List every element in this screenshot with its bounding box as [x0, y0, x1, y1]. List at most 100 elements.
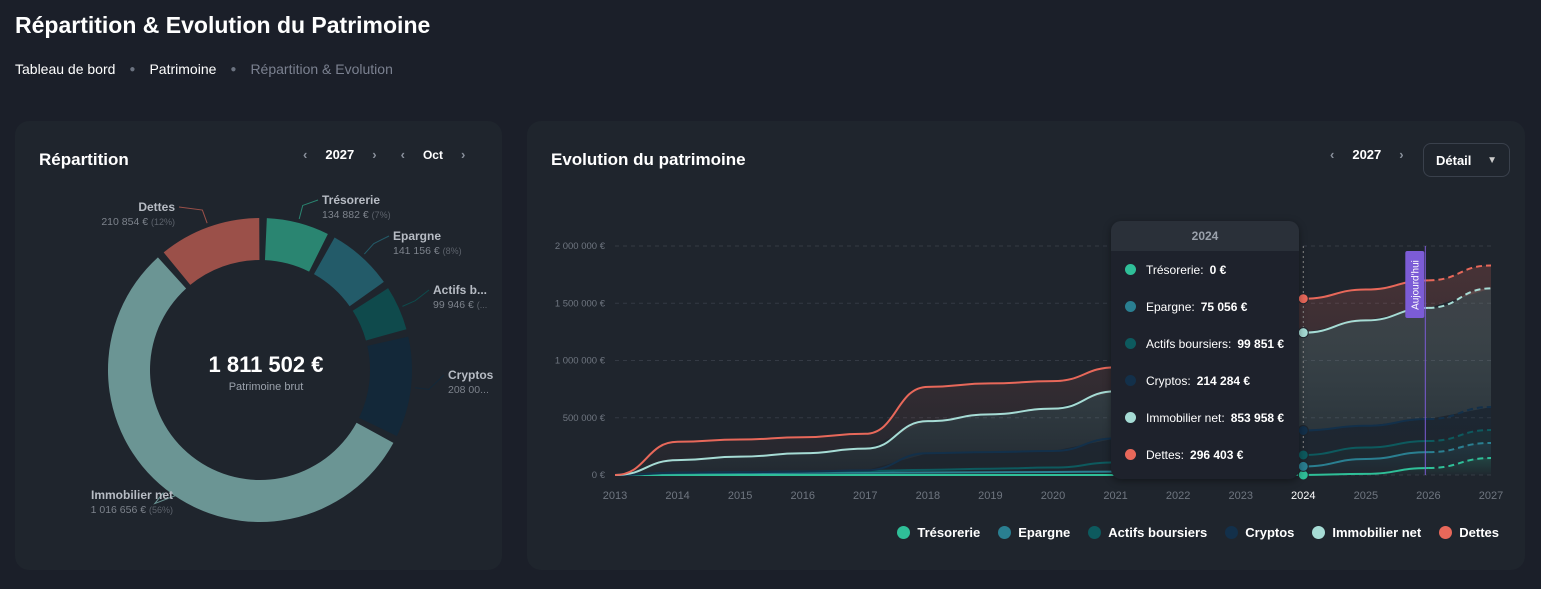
series-projection-2	[1428, 429, 1492, 442]
x-tick-label: 2020	[1041, 490, 1065, 502]
tooltip-value: 75 056 €	[1200, 299, 1248, 314]
y-tick-label: 0 €	[592, 470, 606, 481]
evolution-title: Evolution du patrimoine	[551, 150, 746, 169]
x-tick-label: 2018	[916, 490, 940, 502]
next-year-button[interactable]: ›	[372, 147, 377, 162]
donut-slice-0	[264, 218, 328, 272]
slice-value: 1 016 656 € (56%)	[91, 504, 173, 516]
legend-label: Actifs boursiers	[1108, 525, 1208, 540]
hover-point	[1297, 460, 1309, 472]
tooltip-label: Trésorerie:	[1146, 262, 1204, 277]
breadcrumb-patrimoine[interactable]: Patrimoine	[149, 61, 217, 77]
tooltip-value: 296 403 €	[1190, 447, 1244, 462]
page-title: Répartition & Evolution du Patrimoine	[15, 12, 431, 38]
view-select-value: Détail	[1436, 152, 1472, 168]
legend-label: Immobilier net	[1332, 525, 1422, 540]
total-label: Patrimoine brut	[229, 381, 304, 393]
slice-value: 208 00...	[448, 384, 489, 396]
donut-slice-4	[108, 257, 394, 522]
series-projection-5	[1428, 264, 1492, 282]
view-select[interactable]: Détail ▼	[1423, 143, 1510, 177]
chevron-down-icon: ▼	[1487, 154, 1497, 166]
prev-year-button[interactable]: ‹	[303, 147, 308, 162]
slice-connector	[363, 235, 390, 255]
tooltip-row: Trésorerie: 0 €	[1111, 251, 1299, 288]
tooltip-value: 853 958 €	[1230, 410, 1285, 425]
hover-point	[1297, 424, 1309, 436]
breadcrumb-dashboard[interactable]: Tableau de bord	[15, 61, 116, 77]
tooltip-value: 0 €	[1209, 262, 1227, 277]
series-projection-1	[1428, 441, 1492, 454]
legend-item[interactable]: Trésorerie	[897, 525, 980, 540]
legend-item[interactable]: Epargne	[998, 525, 1070, 540]
legend-item[interactable]: Dettes	[1439, 525, 1499, 540]
slice-connector	[298, 199, 319, 220]
donut-slice-5	[163, 218, 260, 285]
legend-dot	[998, 526, 1012, 539]
legend-label: Epargne	[1018, 525, 1071, 540]
series-dot	[1125, 412, 1136, 423]
year-value: 2027	[325, 147, 355, 162]
slice-label: Epargne	[393, 229, 441, 243]
legend-item[interactable]: Actifs boursiers	[1088, 525, 1207, 540]
x-tick-label: 2019	[978, 490, 1002, 502]
slice-connector	[153, 492, 178, 505]
donut-slice-3	[359, 336, 412, 437]
tooltip-label: Dettes:	[1146, 447, 1185, 462]
tooltip-label: Actifs boursiers:	[1146, 336, 1232, 351]
series-projection-0	[1428, 457, 1492, 470]
donut-chart: Trésorerie 134 882 € (7%)Epargne 141 156 €…	[91, 193, 494, 522]
x-tick-label: 2024	[1291, 490, 1315, 502]
slice-value: 99 946 € (...	[433, 299, 487, 311]
year-nav: ‹ 2027 ›	[1324, 147, 1410, 162]
x-tick-label: 2015	[728, 490, 752, 502]
y-tick-label: 2 000 000 €	[555, 241, 606, 252]
slice-connector	[178, 206, 208, 224]
tooltip-label: Epargne:	[1146, 299, 1195, 314]
series-area-3	[615, 406, 1491, 475]
series-dot	[1125, 449, 1136, 460]
x-tick-label: 2025	[1354, 490, 1378, 502]
slice-connector	[402, 289, 430, 307]
x-tick-label: 2014	[665, 490, 689, 502]
slice-label: Dettes	[138, 200, 175, 214]
slice-value: 141 156 € (8%)	[393, 245, 462, 257]
legend-dot	[1088, 526, 1102, 539]
legend-item[interactable]: Immobilier net	[1312, 525, 1421, 540]
series-area-0	[615, 458, 1491, 475]
series-dot	[1125, 375, 1136, 386]
tooltip-row: Dettes: 296 403 €	[1111, 436, 1299, 473]
tooltip-row: Cryptos: 214 284 €	[1111, 362, 1299, 399]
next-month-button[interactable]: ›	[460, 147, 466, 162]
next-year-button[interactable]: ›	[1399, 147, 1404, 162]
tooltip-value: 99 851 €	[1237, 336, 1285, 351]
chart-legend: Trésorerie Epargne Actifs boursiers Cryptos…	[897, 525, 1499, 540]
tooltip-title: 2024	[1111, 221, 1299, 251]
month-value: Oct	[422, 147, 443, 162]
donut-slice-2	[352, 288, 407, 341]
today-label: Aujourd'hui	[1410, 260, 1421, 310]
x-tick-label: 2021	[1103, 490, 1127, 502]
tooltip-label: Cryptos:	[1146, 373, 1191, 388]
donut-slice-1	[313, 237, 384, 307]
period-nav: ‹ 2027 › ‹ Oct ›	[297, 147, 471, 162]
today-badge	[1405, 251, 1425, 318]
legend-dot	[1312, 526, 1326, 539]
slice-label: Immobilier net	[91, 488, 173, 502]
hover-point	[1297, 293, 1309, 305]
slice-value: 134 882 € (7%)	[322, 209, 391, 221]
slice-value: 210 854 € (12%)	[101, 216, 175, 228]
prev-year-button[interactable]: ‹	[1330, 147, 1335, 162]
breadcrumb-current: Répartition & Evolution	[250, 61, 393, 77]
legend-label: Trésorerie	[917, 525, 981, 540]
legend-label: Dettes	[1459, 525, 1499, 540]
prev-month-button[interactable]: ‹	[400, 147, 405, 162]
x-tick-label: 2026	[1416, 490, 1440, 502]
hover-point	[1297, 449, 1309, 461]
series-dot	[1125, 264, 1136, 275]
legend-item[interactable]: Cryptos	[1225, 525, 1294, 540]
legend-dot	[897, 526, 911, 539]
series-dot	[1125, 338, 1136, 349]
tooltip-row: Epargne: 75 056 €	[1111, 288, 1299, 325]
series-projection-3	[1428, 405, 1492, 421]
